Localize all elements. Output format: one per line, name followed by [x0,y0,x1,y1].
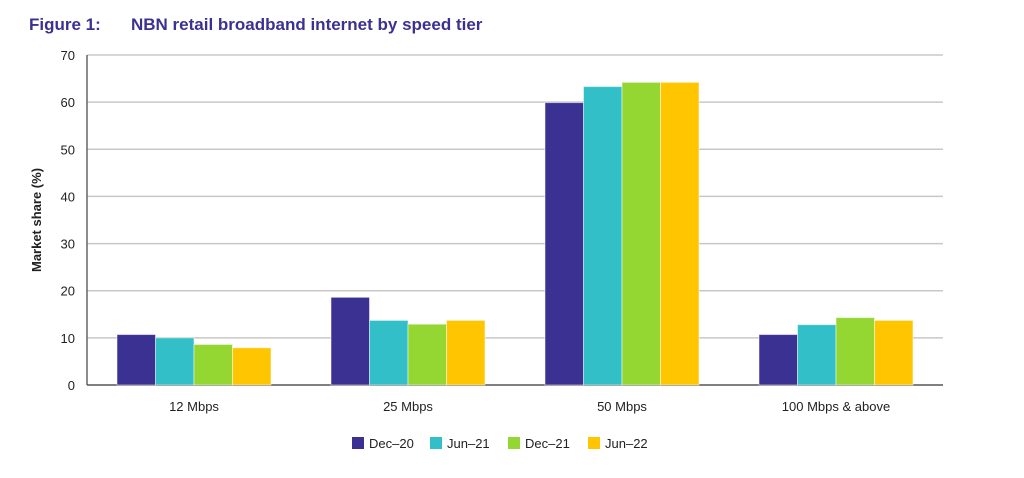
bar-0-3 [758,334,798,386]
legend-label: Dec–21 [525,436,570,451]
bar-2-1 [407,323,447,386]
figure-label: Figure 1: [29,15,101,34]
y-tick-label: 30 [61,237,75,252]
bar-2-0 [193,343,233,386]
y-tick-label: 40 [61,189,75,204]
legend-swatch [352,437,364,449]
bar-0-1 [330,296,370,386]
y-tick-label: 60 [61,95,75,110]
bar-1-3 [797,324,837,386]
legend-label: Jun–22 [605,436,648,451]
bar-3-0 [232,347,272,386]
bar-1-1 [369,319,409,386]
legend-swatch [588,437,600,449]
y-tick-label: 20 [61,284,75,299]
legend-swatch [508,437,520,449]
y-tick-label: 50 [61,142,75,157]
bar-0-0 [116,334,156,386]
y-tick-label: 10 [61,331,75,346]
chart-title-row: Figure 1: NBN retail broadband internet b… [29,15,482,35]
legend-swatch [430,437,442,449]
bar-3-3 [874,319,914,386]
x-tick-label: 50 Mbps [597,399,647,414]
x-tick-label: 25 Mbps [383,399,433,414]
y-tick-label: 70 [61,48,75,63]
bar-3-2 [660,81,700,386]
legend-label: Jun–21 [447,436,490,451]
bar-2-3 [835,317,875,386]
chart-title: NBN retail broadband internet by speed t… [131,15,483,34]
y-axis-label: Market share (%) [29,168,44,272]
x-tick-label: 12 Mbps [169,399,219,414]
bar-2-2 [621,81,661,386]
bar-1-2 [583,86,623,386]
y-tick-label: 0 [68,378,75,393]
legend-label: Dec–20 [369,436,414,451]
x-tick-label: 100 Mbps & above [782,399,890,414]
bar-0-2 [544,102,584,386]
bar-1-0 [155,337,195,386]
bar-3-1 [446,319,486,386]
